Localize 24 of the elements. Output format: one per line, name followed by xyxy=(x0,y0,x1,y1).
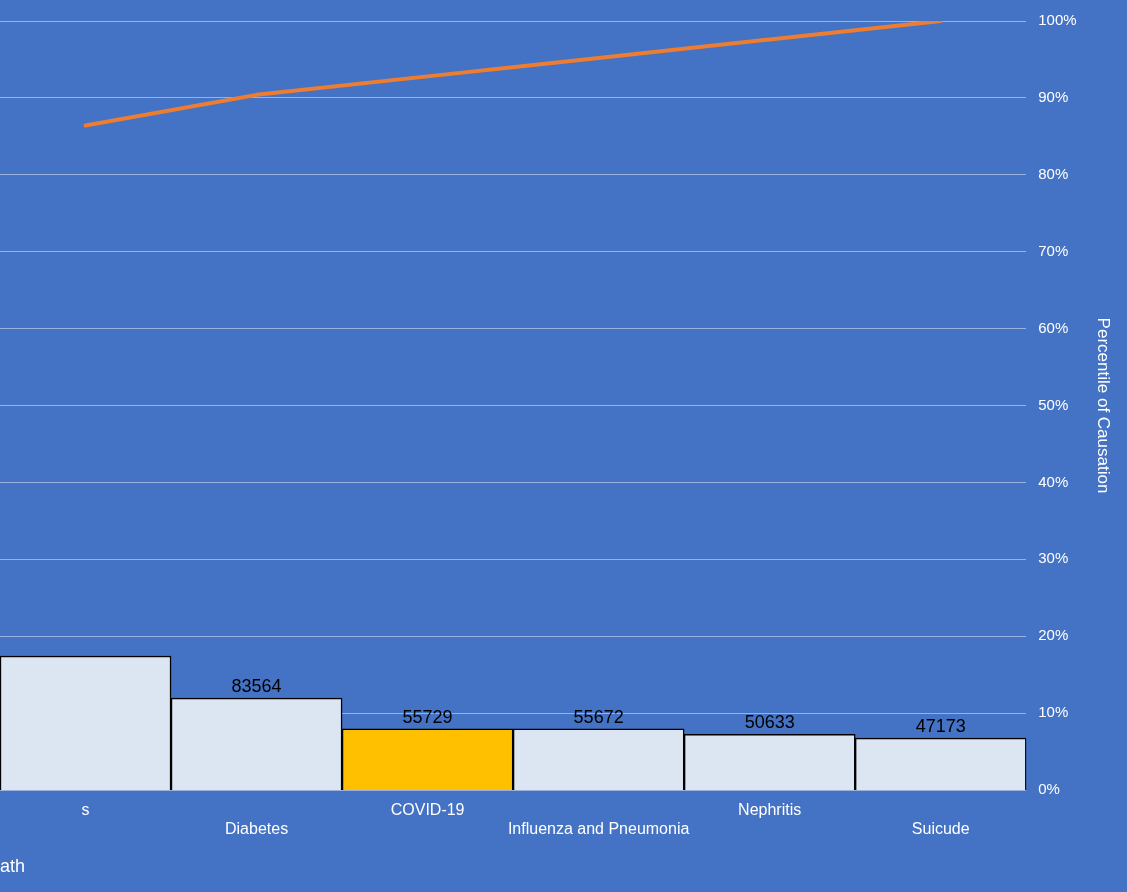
x-tick-label: COVID-19 xyxy=(390,801,465,819)
x-tick-label: Influenza and Pneumonia xyxy=(507,820,690,838)
data-label: 47173 xyxy=(915,716,966,737)
data-label: 55672 xyxy=(573,706,624,727)
y2-tick-label: 90% xyxy=(1038,88,1069,106)
data-label: 55729 xyxy=(402,706,453,727)
y2-tick-label: 50% xyxy=(1038,395,1069,413)
x-tick-label: s xyxy=(81,801,90,819)
y2-tick-label: 20% xyxy=(1038,626,1069,644)
y2-tick-label: 0% xyxy=(1038,780,1060,798)
x-tick-label: Diabetes xyxy=(224,820,289,838)
data-label: 83564 xyxy=(231,676,282,697)
y2-tick-label: 10% xyxy=(1038,703,1069,721)
y2-tick-label: 70% xyxy=(1038,241,1069,259)
y2-tick-label: 80% xyxy=(1038,164,1069,182)
data-label: 50633 xyxy=(744,712,795,733)
y2-tick-label: 30% xyxy=(1038,549,1069,567)
y2-tick-label: 60% xyxy=(1038,318,1069,336)
x-tick-label: Nephritis xyxy=(738,801,802,819)
y2-tick-label: 100% xyxy=(1038,11,1077,29)
x-tick-label: Suicude xyxy=(911,820,970,838)
y2-axis-title: Percentile of Causation xyxy=(1094,317,1114,494)
y2-tick-label: 40% xyxy=(1038,472,1069,490)
x-axis-title: ath xyxy=(0,856,26,877)
